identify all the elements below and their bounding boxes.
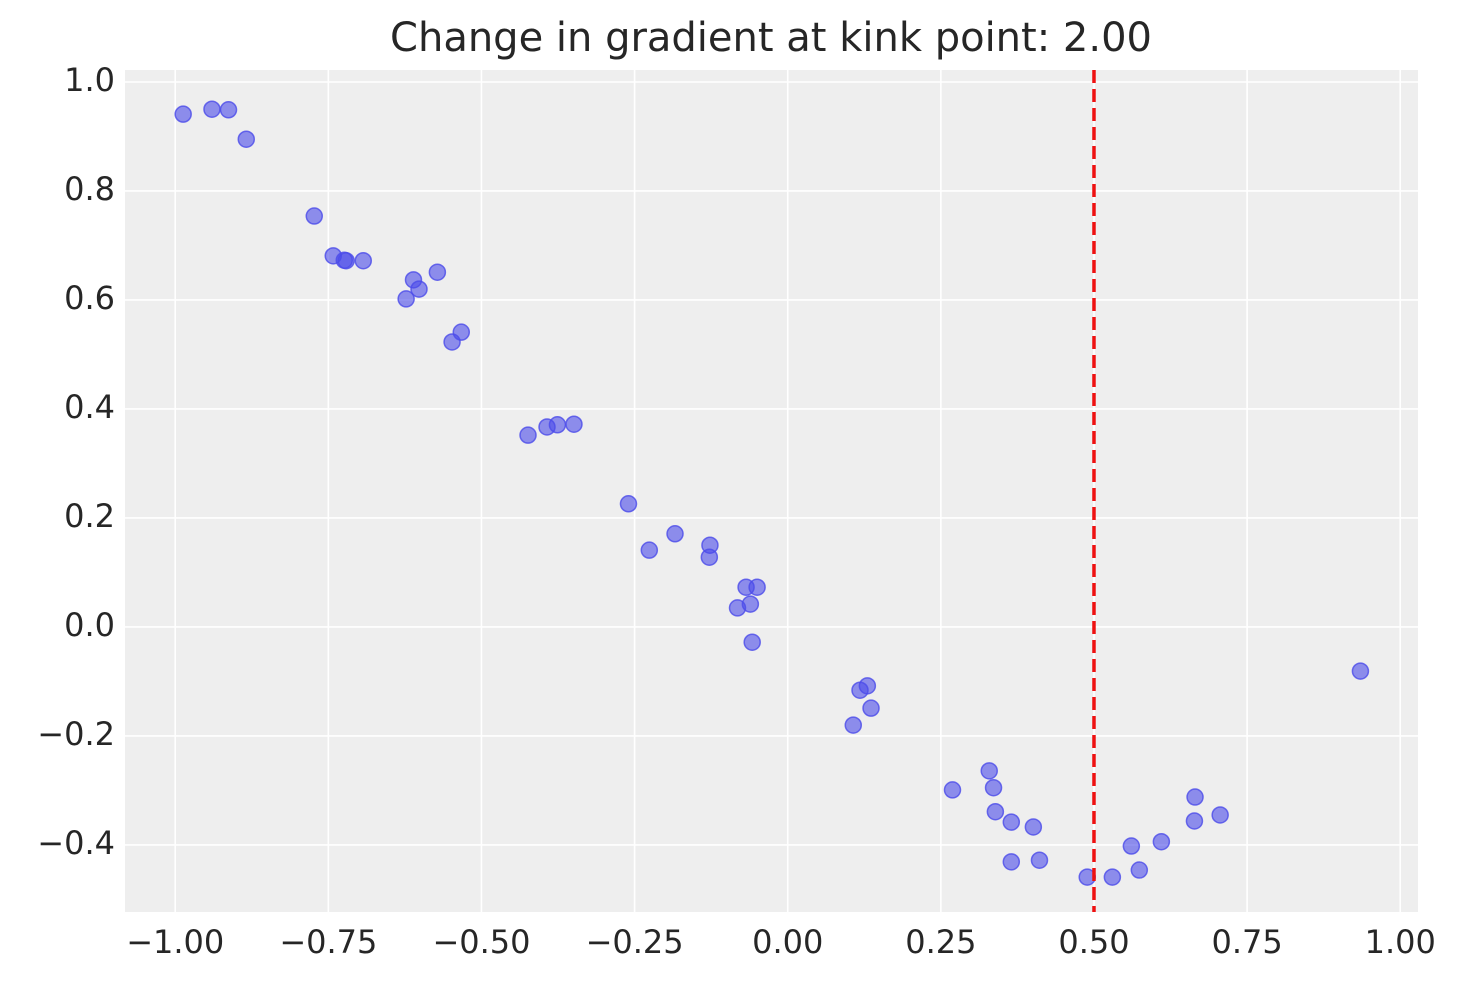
point — [1024, 818, 1043, 836]
y-tick-label: 1.0 — [64, 61, 115, 99]
point — [1152, 832, 1171, 851]
point — [565, 415, 583, 433]
chart-title: Change in gradient at kink point: 2.00 — [390, 15, 1152, 61]
point — [984, 778, 1003, 797]
y-tick-label: 0.4 — [64, 388, 115, 426]
y-tick-label: −0.2 — [37, 715, 115, 753]
point — [203, 100, 221, 118]
point — [986, 802, 1005, 821]
point — [174, 105, 192, 123]
point — [428, 263, 447, 281]
point — [548, 416, 567, 434]
point — [980, 762, 998, 780]
point — [844, 716, 863, 734]
point — [237, 130, 256, 148]
point — [743, 633, 761, 651]
x-tick-label: −0.75 — [279, 923, 377, 961]
point — [741, 595, 760, 613]
x-tick-label: −0.50 — [432, 923, 530, 961]
point — [1351, 662, 1370, 680]
point — [666, 525, 684, 543]
y-tick-label: 0.0 — [64, 606, 115, 644]
y-tick-label: 0.8 — [64, 170, 115, 208]
point — [452, 323, 471, 341]
point — [862, 699, 880, 717]
point — [1185, 812, 1204, 830]
point — [354, 251, 373, 270]
point — [1130, 861, 1149, 879]
y-tick-label: −0.4 — [37, 824, 115, 862]
point — [397, 290, 415, 308]
point — [1122, 837, 1141, 855]
x-tick-label: −0.25 — [586, 923, 684, 961]
x-tick-label: 0.50 — [1058, 923, 1129, 961]
point — [219, 101, 238, 119]
plot-area — [125, 70, 1418, 912]
point — [1186, 788, 1204, 806]
x-tick-label: 0.00 — [752, 923, 823, 961]
point — [1211, 806, 1229, 824]
point — [640, 541, 659, 559]
point — [943, 781, 962, 799]
point — [858, 677, 877, 695]
point — [337, 251, 355, 270]
point — [410, 280, 428, 298]
point — [619, 495, 638, 513]
x-tick-label: 0.75 — [1211, 923, 1282, 961]
x-tick-label: 1.00 — [1365, 923, 1436, 961]
point — [519, 426, 537, 444]
point — [1002, 853, 1021, 871]
point — [748, 578, 766, 596]
point — [305, 207, 324, 225]
y-tick-label: 0.6 — [64, 279, 115, 317]
y-tick-label: 0.2 — [64, 497, 115, 535]
x-tick-label: −1.00 — [126, 923, 224, 961]
point — [700, 548, 719, 566]
point — [1030, 851, 1049, 869]
point — [1002, 813, 1021, 831]
point — [1103, 868, 1122, 886]
x-tick-label: 0.25 — [905, 923, 976, 961]
